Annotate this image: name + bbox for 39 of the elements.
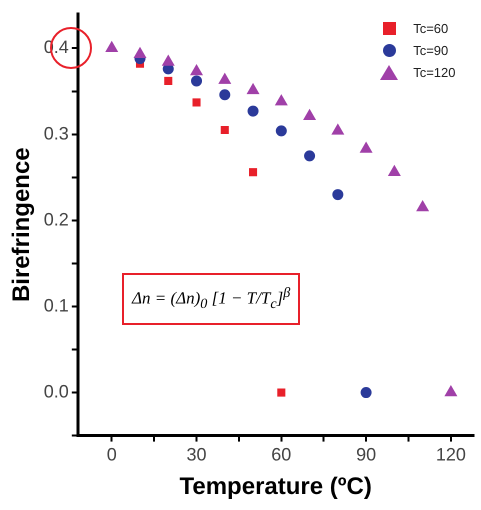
y-tick-label: 0.2: [44, 209, 69, 230]
point: [220, 126, 229, 134]
point: [275, 94, 288, 106]
point: [416, 200, 429, 212]
point: [192, 98, 201, 106]
point: [134, 47, 146, 58]
point: [218, 73, 231, 84]
point: [219, 89, 230, 100]
point: [248, 106, 259, 117]
legend-label: Tc=90: [413, 42, 448, 60]
y-tick-label: 0.3: [44, 123, 69, 144]
point: [191, 75, 202, 86]
point: [360, 142, 372, 153]
point: [304, 150, 316, 162]
y-axis-title: Birefringence: [8, 147, 36, 302]
x-tick-label: 60: [271, 444, 292, 464]
point: [164, 76, 172, 85]
point: [190, 64, 203, 76]
point: [332, 124, 344, 135]
point: [246, 83, 260, 94]
point: [276, 125, 287, 136]
point: [162, 55, 174, 66]
legend-label: Tc=60: [413, 20, 448, 38]
x-axis-title: Temperature (ºC): [179, 473, 372, 500]
x-tick-label: 30: [186, 444, 207, 464]
legend-label: Tc=120: [413, 64, 456, 82]
point: [277, 388, 286, 397]
point: [303, 109, 316, 120]
point: [249, 168, 258, 176]
point: [388, 165, 400, 176]
point: [332, 189, 344, 200]
y-tick-label: 0.1: [44, 295, 69, 316]
point: [106, 41, 118, 52]
x-tick-label: 90: [356, 444, 376, 464]
x-tick-label: 120: [436, 444, 466, 464]
text: 0.0: [44, 382, 69, 402]
annotation: Δn = (Δn)$_{0}$ [1 − T/T$_{c}$]$^{β}$: [122, 273, 300, 326]
x-tick-label: 0: [106, 444, 117, 464]
point: [360, 387, 372, 398]
